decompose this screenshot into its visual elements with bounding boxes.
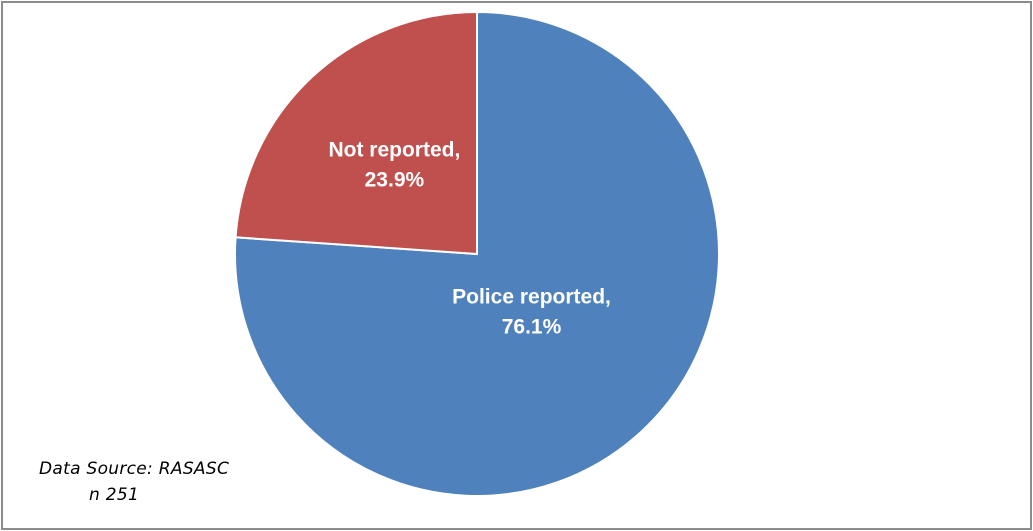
pie-chart: Police reported, 76.1% Not reported, 23.9% [234,10,720,497]
data-source-note: Data Source: RASASC n 251 [39,456,229,508]
pie-slice-not-reported [234,10,478,256]
slice-label-name: Police reported, [452,285,611,308]
slice-label-value: 23.9% [365,169,425,192]
slice-label-name: Not reported, [328,139,460,162]
pie-labels: Police reported, 76.1% Not reported, 23.9% [328,139,610,339]
pie-slice-police-reported [234,10,720,497]
data-source-text: Data Source: RASASC [39,459,230,479]
slice-label-value: 76.1% [502,315,562,338]
sample-size-text: n 251 [89,485,140,505]
pie-slices [234,10,720,497]
